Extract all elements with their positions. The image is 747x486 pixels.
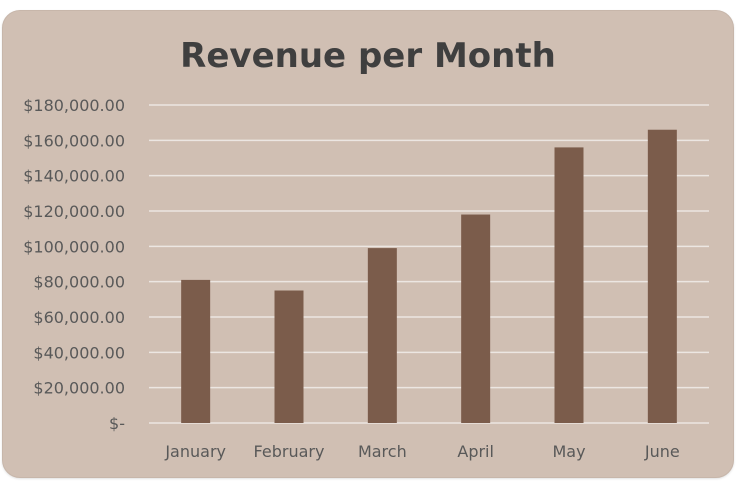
y-tick-label: $- [109,414,125,433]
x-category-label: March [358,442,407,461]
x-category-label: January [164,442,226,461]
bar-june [647,129,677,423]
y-tick-label: $20,000.00 [33,379,125,398]
bars [181,129,677,423]
x-category-label: April [457,442,494,461]
y-tick-label: $80,000.00 [33,273,125,292]
bar-february [274,290,304,423]
y-tick-label: $60,000.00 [33,308,125,327]
x-category-label: May [552,442,585,461]
bar-january [181,279,211,423]
y-tick-label: $40,000.00 [33,343,125,362]
bar-may [554,147,584,423]
bar-march [367,248,397,423]
y-axis-tick-labels: $- $20,000.00 $40,000.00 $60,000.00 $80,000.… [23,96,125,433]
revenue-chart: Revenue per Month $- $20,000.00 $40,000.00… [23,36,709,461]
y-tick-label: $140,000.00 [23,167,125,186]
y-tick-label: $100,000.00 [23,237,125,256]
y-tick-label: $180,000.00 [23,96,125,115]
x-category-label: June [644,442,680,461]
gridlines [149,104,709,424]
y-tick-label: $160,000.00 [23,131,125,150]
x-axis-category-labels: January February March April May June [164,442,679,461]
x-category-label: February [254,442,325,461]
chart-card: Revenue per Month $- $20,000.00 $40,000.00… [2,10,734,478]
chart-title: Revenue per Month [180,36,556,76]
bar-april [461,214,491,423]
y-tick-label: $120,000.00 [23,202,125,221]
